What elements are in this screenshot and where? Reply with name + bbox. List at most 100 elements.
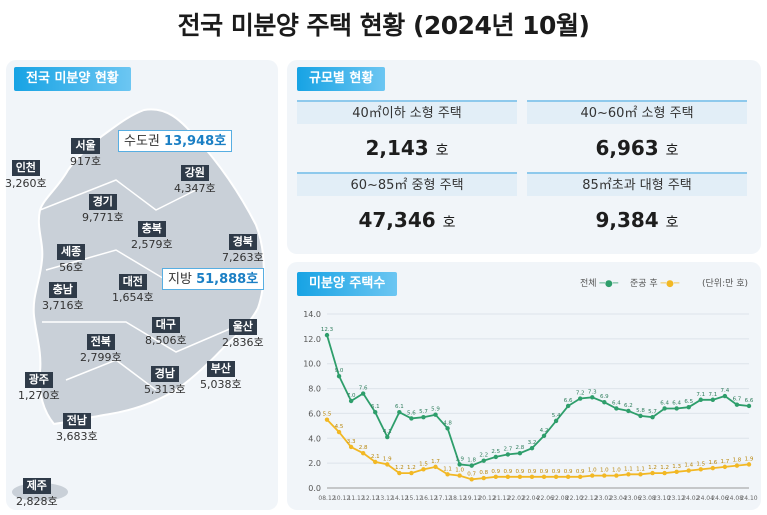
x-tick-label: 11.12 bbox=[348, 495, 365, 502]
region-value: 2,828호 bbox=[16, 495, 58, 508]
data-label: 6.7 bbox=[733, 397, 742, 403]
data-point bbox=[626, 472, 631, 477]
data-label: 1.1 bbox=[636, 466, 645, 472]
data-point bbox=[541, 474, 547, 480]
region-gyeongbuk: 경북 7,263호 bbox=[222, 230, 264, 265]
data-point bbox=[397, 470, 402, 476]
region-name: 충남 bbox=[48, 282, 77, 298]
data-point bbox=[746, 403, 752, 409]
scale-cell-unit: 호 bbox=[442, 215, 456, 231]
region-jeju: 제주 2,828호 bbox=[16, 474, 58, 509]
scale-cell-under40: 40㎡이하 소형 주택 2,143 호 bbox=[297, 100, 517, 172]
provincial-total-callout: 지방 51,888호 bbox=[162, 268, 265, 290]
x-tick-label: 24.06 bbox=[711, 495, 728, 502]
legend-total-marker: ─●─ bbox=[599, 279, 619, 289]
scale-cell-number: 2,143 bbox=[365, 136, 429, 160]
data-point bbox=[360, 451, 366, 456]
data-point bbox=[505, 452, 511, 457]
data-label: 1.2 bbox=[407, 465, 416, 471]
y-tick-label: 0.0 bbox=[308, 484, 321, 493]
data-label: 1.8 bbox=[467, 458, 476, 464]
region-name: 강원 bbox=[180, 165, 209, 181]
data-point bbox=[336, 373, 342, 379]
data-label: 1.9 bbox=[745, 456, 754, 462]
data-label: 5.7 bbox=[648, 409, 657, 415]
x-tick-label: 19.12 bbox=[464, 495, 481, 502]
x-tick-label: 22.08 bbox=[551, 495, 568, 502]
data-label: 5.9 bbox=[431, 407, 440, 413]
data-label: 1.0 bbox=[588, 468, 597, 474]
data-point bbox=[734, 463, 740, 468]
trend-panel bbox=[287, 262, 761, 510]
data-label: 6.4 bbox=[672, 400, 681, 406]
data-label: 0.9 bbox=[491, 469, 500, 475]
data-point bbox=[614, 473, 619, 478]
region-name: 제주 bbox=[22, 478, 51, 494]
x-tick-label: 22.10 bbox=[566, 495, 583, 502]
legend-completed-marker: ─●─ bbox=[660, 279, 680, 289]
data-label: 5.7 bbox=[419, 409, 428, 415]
region-gwangju: 광주 1,270호 bbox=[18, 368, 60, 403]
data-label: 6.1 bbox=[371, 404, 380, 410]
data-point bbox=[517, 451, 523, 456]
data-label: 6.4 bbox=[660, 400, 669, 406]
x-tick-label: 14.12 bbox=[391, 495, 408, 502]
data-label: 2.2 bbox=[479, 453, 488, 459]
data-point bbox=[529, 446, 535, 451]
data-point bbox=[360, 391, 366, 396]
capital-total-callout: 수도권 13,948호 bbox=[118, 130, 233, 152]
data-label: 0.9 bbox=[576, 469, 585, 475]
data-point bbox=[385, 434, 390, 440]
data-label: 1.1 bbox=[443, 466, 452, 472]
region-value: 56호 bbox=[59, 261, 84, 274]
data-point bbox=[686, 405, 691, 410]
data-label: 5.8 bbox=[636, 408, 645, 414]
data-point bbox=[638, 472, 643, 477]
data-label: 0.7 bbox=[467, 471, 476, 477]
province-borders bbox=[39, 179, 247, 391]
data-point bbox=[348, 398, 354, 404]
scale-cell-value: 47,346 호 bbox=[297, 208, 517, 232]
region-seoul: 서울 917호 bbox=[70, 134, 101, 169]
data-point bbox=[710, 397, 716, 402]
data-point bbox=[698, 397, 703, 402]
region-name: 전북 bbox=[86, 334, 115, 350]
data-label: 1.0 bbox=[455, 468, 464, 474]
region-chungnam: 충남 3,716호 bbox=[42, 278, 84, 313]
data-point bbox=[529, 474, 535, 480]
data-point bbox=[565, 474, 571, 480]
legend-completed: 준공 후 ─●─ bbox=[630, 276, 679, 289]
data-point bbox=[626, 408, 631, 414]
x-tick-label: 23.10 bbox=[653, 495, 670, 502]
region-name: 경기 bbox=[88, 194, 117, 210]
data-point bbox=[734, 402, 740, 407]
data-label: 7.4 bbox=[721, 388, 730, 394]
data-label: 2.8 bbox=[359, 445, 368, 451]
region-value: 2,799호 bbox=[80, 351, 122, 364]
trend-chart: 0.0 2.0 4.0 6.0 8.0 10.0 12.0 14.0 08.1210.1211.… bbox=[303, 310, 758, 502]
data-label: 3.3 bbox=[347, 439, 356, 445]
region-name: 전남 bbox=[62, 413, 91, 429]
data-point bbox=[421, 414, 426, 420]
data-label: 1.8 bbox=[733, 458, 742, 464]
data-label: 0.9 bbox=[528, 469, 537, 475]
data-point bbox=[324, 332, 330, 338]
data-label: 6.9 bbox=[600, 394, 609, 400]
region-value: 5,313호 bbox=[144, 383, 186, 396]
scale-cell-number: 9,384 bbox=[595, 208, 659, 232]
scale-cell-label: 40㎡이하 소형 주택 bbox=[297, 100, 517, 124]
scale-cell-value: 2,143 호 bbox=[297, 136, 517, 160]
data-label: 0.8 bbox=[479, 470, 488, 476]
data-label: 6.4 bbox=[612, 400, 621, 406]
data-point bbox=[746, 462, 752, 467]
x-tick-label: 13.12 bbox=[377, 495, 394, 502]
region-name: 경남 bbox=[150, 366, 179, 382]
data-label: 7.6 bbox=[359, 386, 368, 392]
region-daejeon: 대전 1,654호 bbox=[112, 270, 154, 305]
data-point bbox=[348, 444, 354, 450]
data-label: 2.7 bbox=[503, 446, 512, 452]
scale-panel bbox=[287, 60, 761, 254]
data-label: 6.6 bbox=[564, 398, 573, 404]
region-value: 1,654호 bbox=[112, 291, 154, 304]
x-tick-label: 23.06 bbox=[624, 495, 641, 502]
